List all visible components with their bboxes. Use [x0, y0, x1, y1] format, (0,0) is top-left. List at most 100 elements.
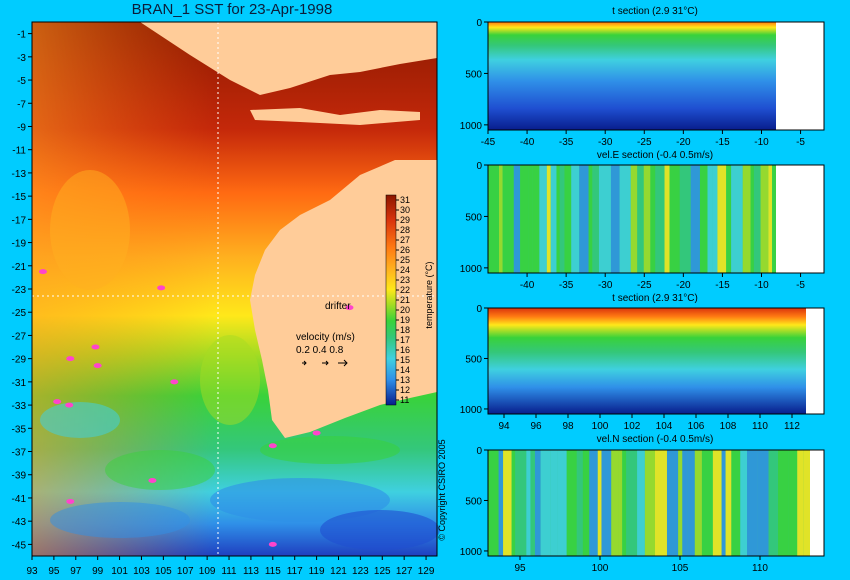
map-x-ticks: 93 95 97 99 101 103 105 107 109 111 113 115 117 119 12… [26, 556, 435, 577]
y-tick-label: 1000 [460, 547, 483, 558]
x-tick-label: 93 [26, 566, 38, 577]
velocity-stripe [712, 165, 718, 273]
y-tick-label: -7 [17, 99, 26, 110]
velocity-stripe [550, 450, 558, 556]
x-tick-label: -35 [559, 280, 574, 291]
x-tick-label: -30 [598, 280, 613, 291]
velocity-stripe [726, 165, 732, 273]
colorbar-tick-label: 22 [400, 285, 410, 295]
velocity-stripe [712, 450, 722, 556]
section-land [776, 22, 824, 130]
velocity-stripe [742, 165, 751, 273]
colorbar-tick-label: 17 [400, 335, 410, 345]
colorbar-tick-label: 25 [400, 255, 410, 265]
velocity-stripe [666, 450, 679, 556]
x-tick-label: 100 [592, 563, 609, 574]
colorbar-ticks: 3130292827262524232221201918171615141312… [396, 195, 410, 405]
velocity-stripe [597, 450, 602, 556]
y-tick-label: 0 [476, 304, 482, 315]
x-tick-label: -10 [754, 280, 769, 291]
velocity-stripe [513, 165, 521, 273]
colorbar-tick-label: 19 [400, 315, 410, 325]
colorbar-tick-label: 13 [400, 375, 410, 385]
y-tick-label: 0 [476, 161, 482, 172]
x-tick-label: -40 [520, 137, 535, 148]
drifter-marker [65, 402, 74, 408]
velocity-stripe [556, 165, 560, 273]
velocity-stripe [679, 165, 691, 273]
velocity-stripe [731, 450, 741, 556]
drifter-markers [38, 269, 354, 547]
drifter-marker [157, 285, 166, 291]
y-tick-label: -23 [12, 285, 27, 296]
velocity-stripe [768, 450, 779, 556]
sst-map-panel: BRAN_1 SST for 23-Apr-1998 93 95 97 99 101 10… [12, 1, 447, 577]
y-tick-label: -1 [17, 30, 26, 41]
velocity-stripe [630, 165, 638, 273]
section-frame [487, 307, 825, 415]
colorbar-tick-label: 23 [400, 275, 410, 285]
velocity-stripe [618, 450, 623, 556]
y-tick-label: -5 [17, 76, 26, 87]
y-tick-label: 500 [465, 496, 482, 507]
x-tick-label: 95 [48, 566, 60, 577]
colorbar-tick-label: 16 [400, 345, 410, 355]
y-tick-label: 1000 [460, 264, 483, 275]
x-tick-label: -30 [598, 137, 613, 148]
y-tick-label: -15 [12, 192, 27, 203]
x-tick-label: -20 [676, 280, 691, 291]
velocity-stripe [539, 165, 547, 273]
y-tick-label: -31 [12, 378, 27, 389]
velocity-arrows [302, 359, 348, 367]
drifter-marker [66, 356, 75, 362]
colorbar-tick-label: 24 [400, 265, 410, 275]
x-tick-label: 105 [155, 566, 172, 577]
velocity-stripe [721, 450, 726, 556]
panel-title: t section (2.9 31°C) [612, 6, 698, 17]
velocity-stripe [610, 165, 620, 273]
velocity-stripe [643, 165, 651, 273]
velocity-stripe [655, 165, 665, 273]
section-ocean [488, 308, 806, 414]
colorbar-tick-label: 28 [400, 225, 410, 235]
velocity-stripe [750, 165, 754, 273]
x-tick-label: 96 [530, 421, 542, 432]
y-tick-label: 1000 [460, 405, 483, 416]
velocity-stripe [576, 450, 583, 556]
velocity-stripe [566, 450, 577, 556]
y-tick-label: 500 [465, 212, 482, 223]
velocity-stripe [559, 165, 565, 273]
colorbar-tick-label: 15 [400, 355, 410, 365]
x-tick-label: 119 [309, 566, 325, 577]
velocity-label: velocity (m/s) [296, 332, 355, 343]
velocity-stripe [502, 165, 514, 273]
drifter-marker [170, 379, 179, 385]
x-tick-label: 107 [177, 566, 194, 577]
map-y-ticks: -1 -3 -5 -7 -9 -11 -13 -15 -17 -19 -21 -23 -25 -27 -29… [12, 30, 32, 551]
velocity-stripe [592, 165, 599, 273]
colorbar-tick-label: 14 [400, 365, 410, 375]
velocity-stripe [532, 165, 540, 273]
y-tick-label: 0 [476, 446, 482, 457]
velocity-stripe [778, 450, 789, 556]
copyright-text: © Copyright CSIRO 2005 [437, 439, 447, 540]
velocity-stripe [690, 165, 700, 273]
vel-e-section-panel: vel.E section (-0.4 0.5m/s) -40 -35 -30 -25… [460, 150, 825, 291]
section-ocean [488, 22, 776, 130]
t-section-lat-panel: t section (2.9 31°C) -45 -40 -35 -30 -25 -20 -… [460, 6, 825, 148]
y-tick-label: -3 [17, 53, 26, 64]
y-tick-label: 500 [465, 69, 482, 80]
x-tick-label: 113 [243, 566, 259, 577]
panel-title: vel.N section (-0.4 0.5m/s) [597, 434, 714, 445]
velocity-stripe [515, 450, 527, 556]
velocity-stripe [488, 450, 499, 556]
velocity-stripe [534, 450, 541, 556]
section-frame [487, 21, 825, 131]
x-tick-label: 121 [330, 566, 347, 577]
x-tick-label: 99 [92, 566, 104, 577]
x-tick-label: 110 [752, 421, 768, 432]
velocity-stripe [530, 450, 535, 556]
x-tick-label: 117 [287, 566, 303, 577]
x-tick-label: 101 [111, 566, 128, 577]
